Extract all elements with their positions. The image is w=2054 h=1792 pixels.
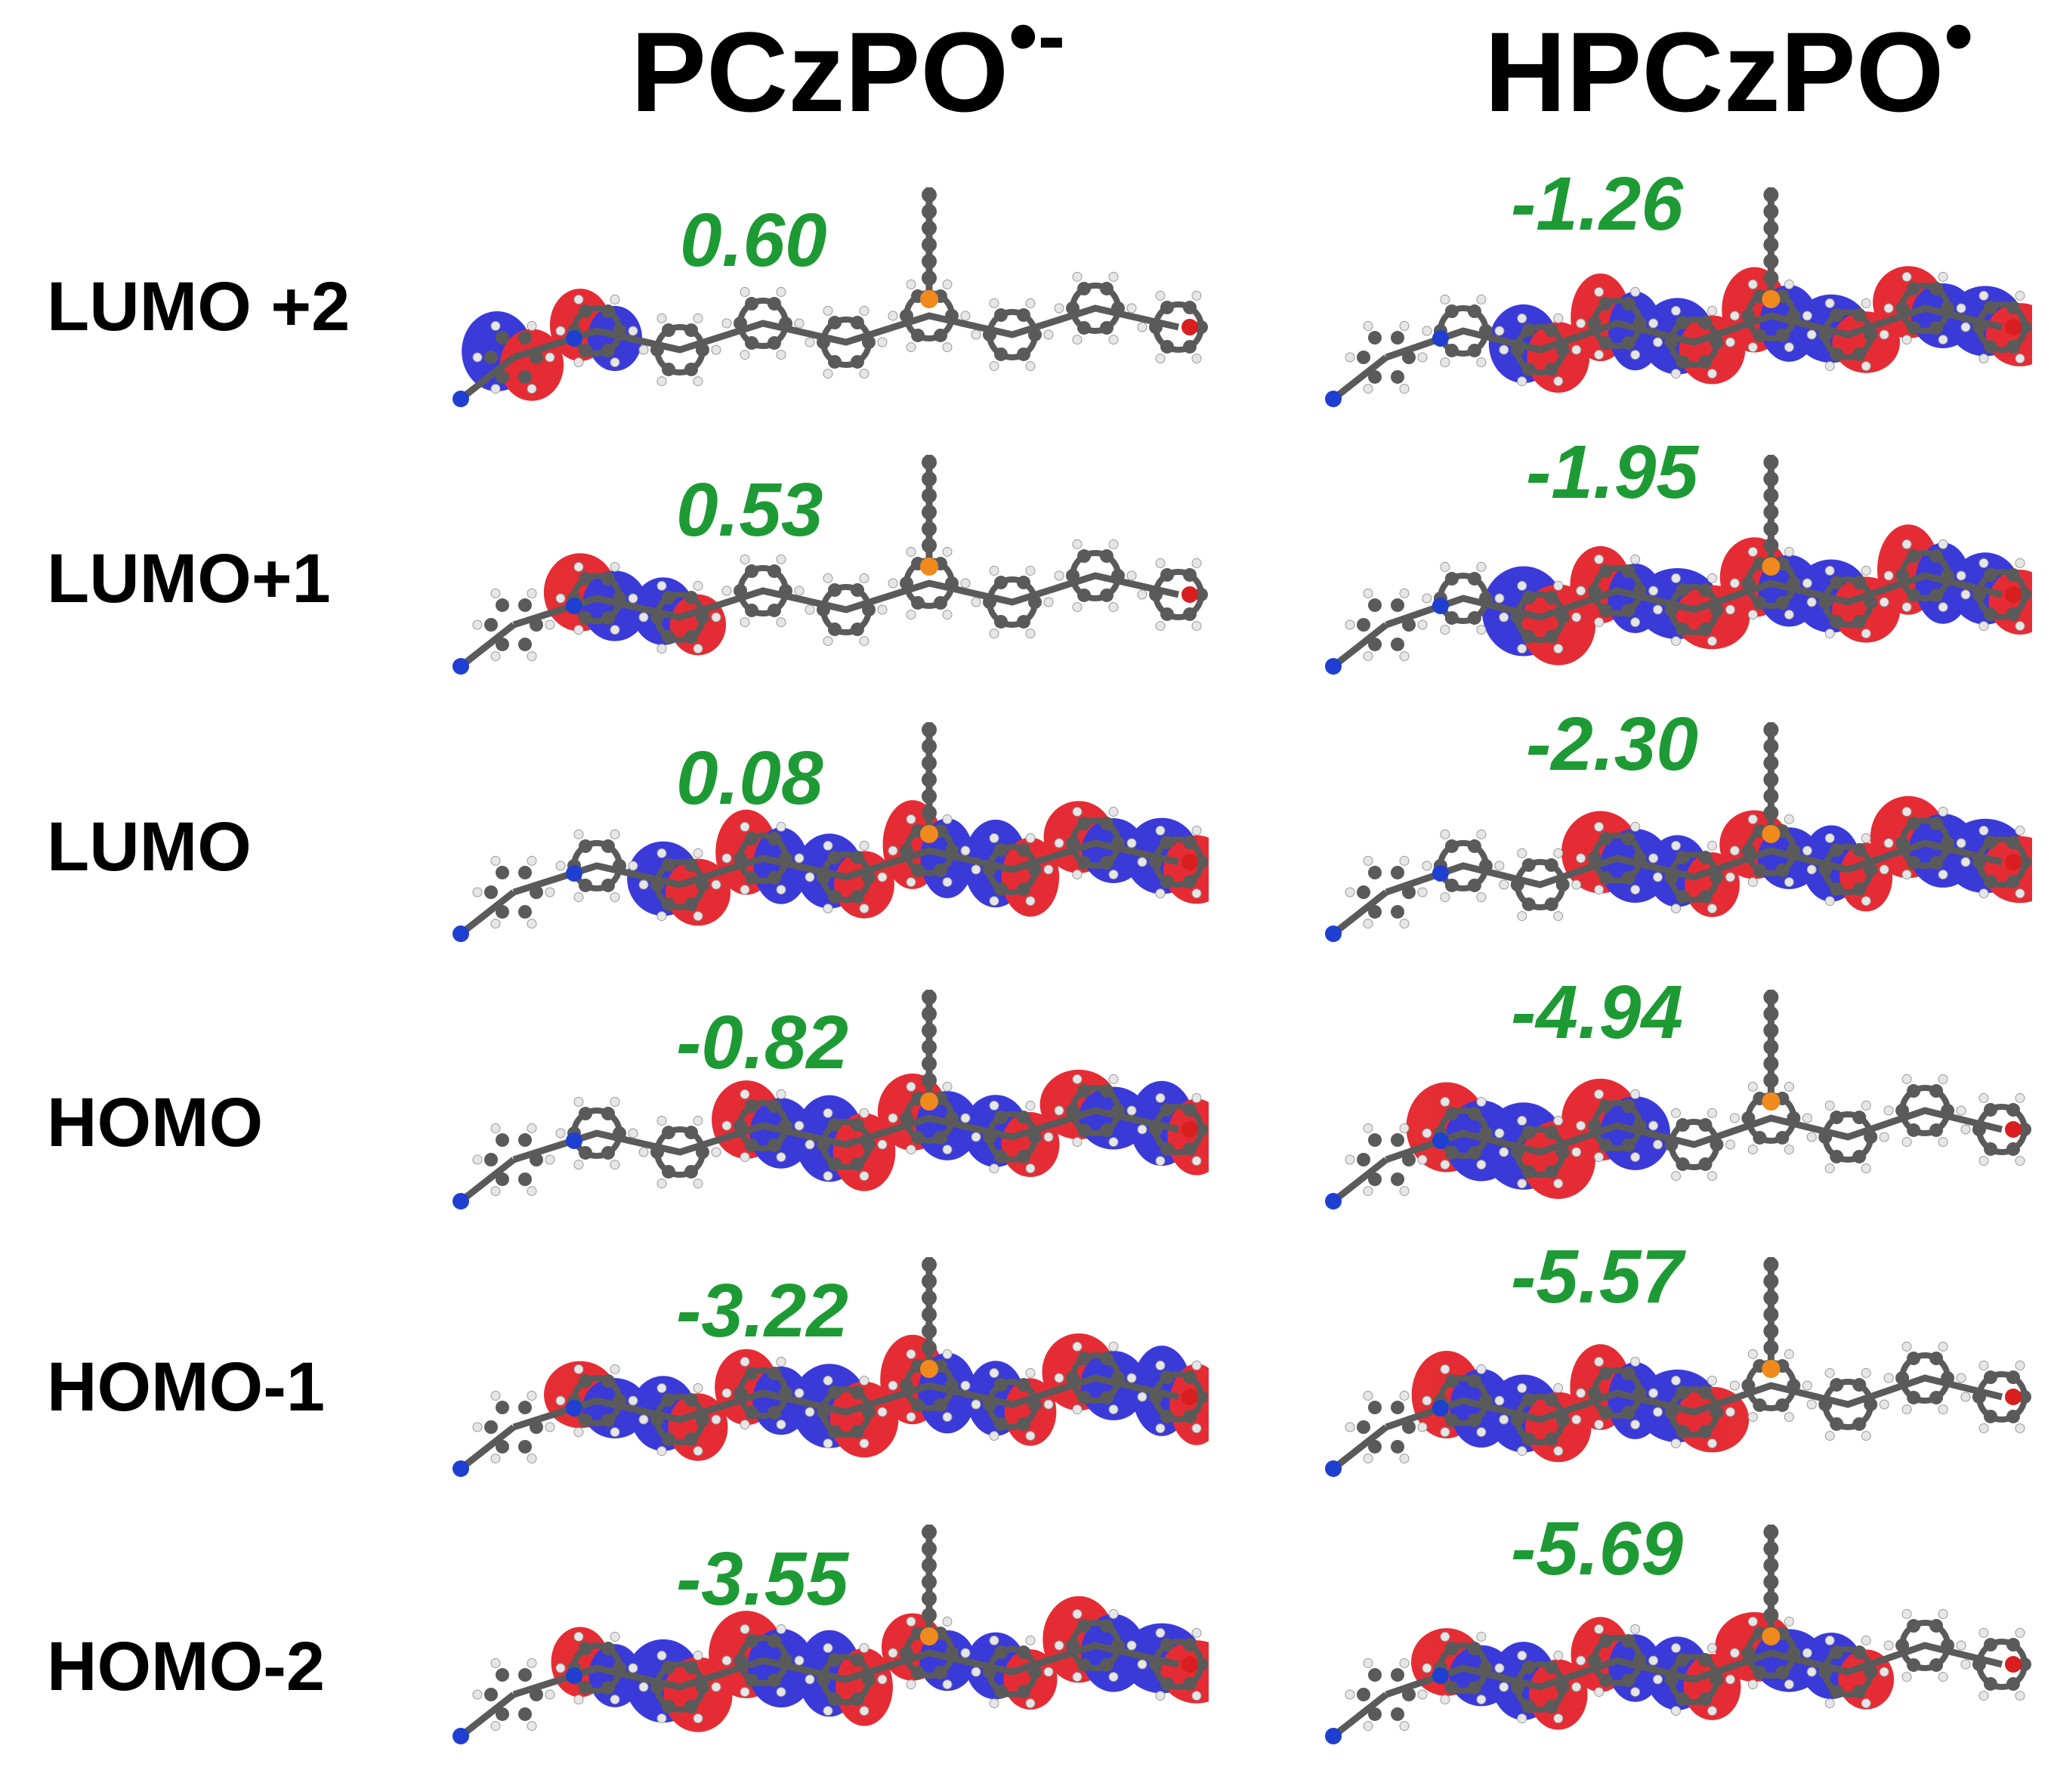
orbital-energy-right: -2.30 — [1526, 702, 1698, 786]
row-label: HOMO-1 — [47, 1349, 325, 1426]
column-title-hpczpo-charge: • — [1944, 0, 1973, 82]
molecule-orbital-left — [452, 1257, 1209, 1477]
column-title-hpczpo: HPCzPO• — [1484, 0, 1973, 128]
column-title-pczpo-text: PCzPO — [631, 8, 1009, 135]
row-label: LUMO — [47, 808, 252, 885]
orbital-energy-left: 0.08 — [676, 736, 823, 820]
row-label: HOMO — [47, 1084, 264, 1161]
orbital-energy-left: -3.55 — [676, 1537, 848, 1621]
orbital-energy-left: -0.82 — [676, 1000, 848, 1085]
orbital-energy-right: -1.26 — [1511, 162, 1683, 246]
orbital-energy-right: -4.94 — [1511, 970, 1683, 1055]
molecule-orbital-right — [1325, 722, 2032, 942]
orbital-energy-right: -5.69 — [1511, 1506, 1683, 1591]
molecule-orbital-right — [1325, 455, 2032, 675]
orbital-energy-right: -1.95 — [1526, 430, 1698, 514]
molecule-orbital-right — [1325, 1257, 2031, 1477]
molecule-orbital-left — [452, 187, 1208, 407]
orbital-energy-left: 0.53 — [676, 468, 823, 552]
molecule-orbital-right — [1325, 990, 2031, 1210]
molecule-orbital-right — [1325, 187, 2032, 407]
molecule-orbital-left — [452, 722, 1209, 942]
orbital-energy-left: -3.22 — [676, 1268, 848, 1353]
molecule-orbital-left — [452, 1525, 1209, 1744]
column-title-pczpo: PCzPO•- — [631, 0, 1065, 128]
column-title-pczpo-charge: •- — [1008, 0, 1066, 82]
molecule-orbital-left — [452, 990, 1209, 1210]
row-label: LUMO+1 — [47, 540, 331, 617]
orbital-energy-right: -5.57 — [1511, 1234, 1683, 1319]
column-title-hpczpo-text: HPCzPO — [1484, 8, 1944, 135]
orbital-energy-left: 0.60 — [680, 198, 827, 283]
row-label: LUMO +2 — [47, 268, 351, 345]
row-label: HOMO-2 — [47, 1628, 325, 1705]
molecule-orbital-left — [452, 455, 1208, 675]
molecule-orbital-right — [1325, 1525, 2031, 1744]
